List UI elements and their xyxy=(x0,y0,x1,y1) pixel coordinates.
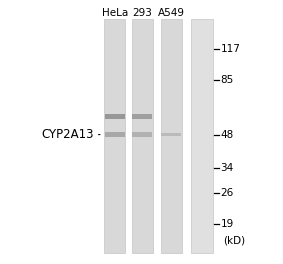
Text: CYP2A13: CYP2A13 xyxy=(42,128,94,141)
Text: 34: 34 xyxy=(220,163,234,173)
Text: 19: 19 xyxy=(220,219,234,229)
Text: HeLa: HeLa xyxy=(102,8,128,18)
Bar xyxy=(105,114,125,119)
Text: (kD): (kD) xyxy=(223,235,245,246)
Text: 48: 48 xyxy=(220,130,234,140)
Text: A549: A549 xyxy=(158,8,185,18)
Bar xyxy=(132,114,152,119)
Bar xyxy=(161,133,181,136)
Text: 85: 85 xyxy=(220,75,234,85)
Text: 293: 293 xyxy=(132,8,152,18)
Bar xyxy=(192,19,213,253)
Bar xyxy=(132,133,152,137)
Text: 26: 26 xyxy=(220,188,234,199)
Bar xyxy=(104,19,125,253)
Bar xyxy=(132,19,153,253)
Bar xyxy=(105,132,125,137)
Bar xyxy=(160,19,182,253)
Text: 117: 117 xyxy=(220,44,240,54)
